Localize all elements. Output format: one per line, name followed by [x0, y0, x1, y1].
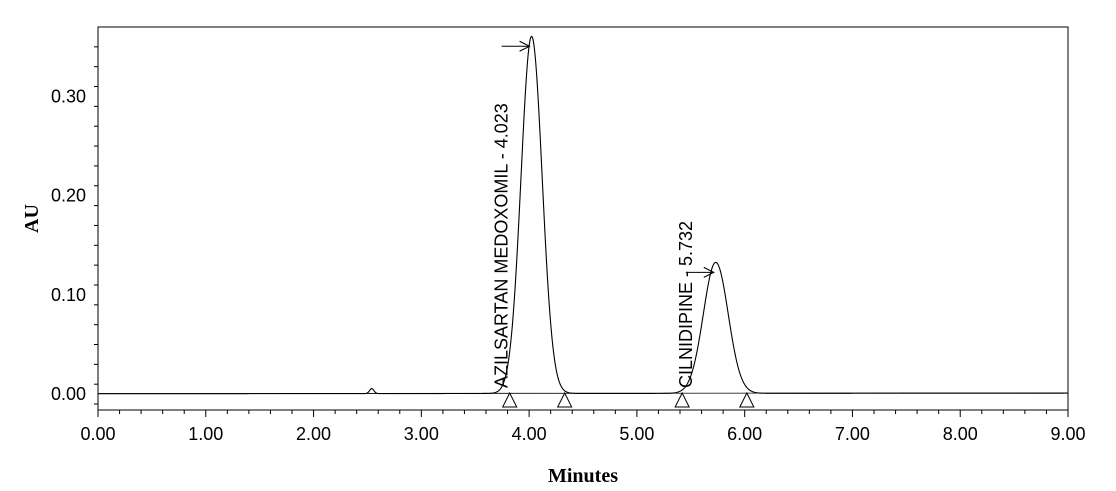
y-tick-label: 0.00 [51, 384, 86, 404]
peak-boundary-marker [501, 391, 518, 408]
y-tick-label: 0.20 [51, 186, 86, 206]
peak-boundary-marker [739, 391, 755, 408]
x-tick-label: 9.00 [1050, 424, 1085, 444]
peak-label: CILNIDIPINE - 5.732 [676, 221, 696, 388]
peak-label: AZILSARTAN MEDOXOMIL - 4.023 [492, 103, 512, 388]
y-tick-label: 0.30 [51, 86, 86, 106]
peak-arrowhead [703, 266, 715, 278]
x-tick-label: 0.00 [80, 424, 115, 444]
x-tick-label: 4.00 [512, 424, 547, 444]
y-axis: 0.00 0.10 0.20 0.30 [51, 46, 98, 405]
x-tick-label: 7.00 [835, 424, 870, 444]
chromatogram-series [97, 35, 1069, 408]
peak-boundary-marker [674, 391, 690, 408]
peak-arrowhead [519, 40, 531, 52]
x-tick-label: 2.00 [296, 424, 331, 444]
chromatogram-trace [98, 35, 1068, 395]
peak-annotations: AZILSARTAN MEDOXOMIL - 4.023 CILNIDIPINE … [492, 40, 715, 388]
x-axis: 0.00 1.00 2.00 3.00 4.00 5.00 6.00 7.00 8.00 9.00 [80, 410, 1086, 444]
x-axis-title: Minutes [548, 465, 618, 487]
x-tick-label: 8.00 [943, 424, 978, 444]
x-tick-label: 5.00 [619, 424, 654, 444]
baseline-line [97, 392, 1069, 395]
plot-frame [97, 26, 1069, 411]
x-tick-label: 3.00 [404, 424, 439, 444]
x-tick-label: 6.00 [727, 424, 762, 444]
x-tick-label: 1.00 [188, 424, 223, 444]
y-axis-title: AU [21, 204, 43, 233]
y-tick-label: 0.10 [51, 285, 86, 305]
peak-boundary-marker [556, 391, 573, 408]
